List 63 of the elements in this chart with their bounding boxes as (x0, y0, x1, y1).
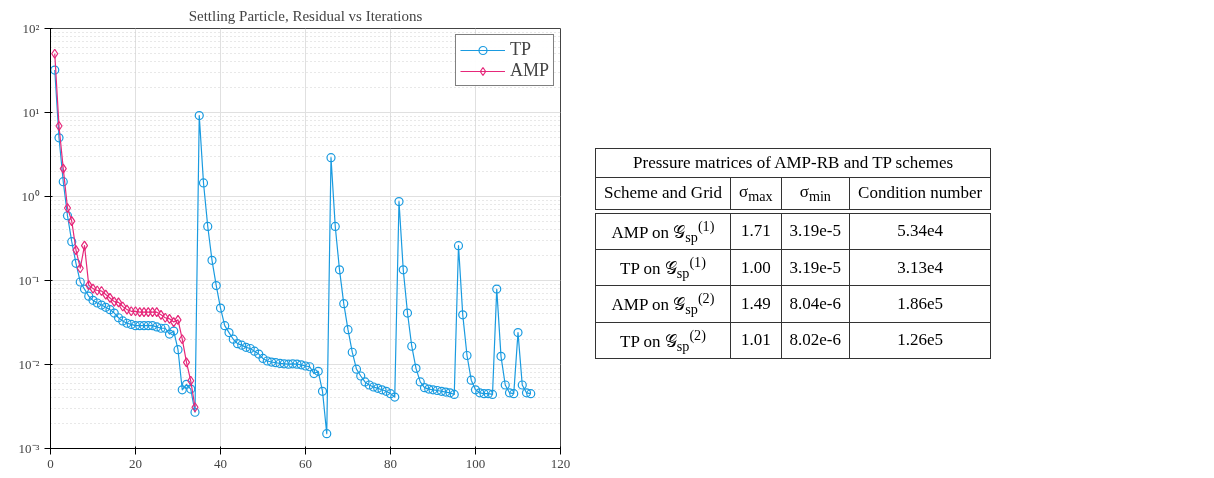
point (165, 313, 174, 324)
x-tick-label: 0 (47, 455, 54, 471)
x-tick-label: 20 (129, 455, 142, 471)
point (119, 301, 127, 312)
point (72, 245, 80, 256)
point (97, 285, 106, 297)
point (63, 202, 72, 214)
point (131, 306, 140, 317)
category-label: Condition number (849, 177, 991, 210)
y-tick-label: 10⁰ (21, 189, 40, 204)
point (153, 307, 161, 318)
text: 1.49 (730, 285, 782, 323)
legend-label: AMP (509, 60, 549, 81)
text: 3.13e4 (849, 249, 991, 286)
x-tick-label: 40 (214, 455, 227, 471)
point (178, 334, 186, 345)
text: 3.19e-5 (781, 249, 850, 286)
point (174, 314, 182, 325)
point (123, 304, 131, 315)
point (187, 375, 195, 386)
point (110, 296, 118, 307)
text: 1.01 (730, 322, 782, 359)
point (85, 280, 93, 291)
point (136, 307, 144, 318)
x-tick-label: 80 (384, 455, 397, 471)
x-tick-label: 100 (465, 455, 486, 471)
point (182, 357, 191, 368)
category-label: σ$_{min}$ (781, 177, 850, 210)
x-tick-label: 60 (299, 455, 312, 471)
chart-title: Settling Particle, Residual vs Iterations (188, 7, 423, 24)
text: 3.19e-5 (781, 213, 850, 250)
y-tick-label: 10⁻¹ (18, 273, 40, 288)
point (127, 306, 135, 317)
point (102, 289, 110, 300)
y-tick-label: 10⁻³ (18, 441, 40, 456)
point (140, 307, 148, 318)
point (114, 297, 123, 308)
text: 8.04e-6 (781, 285, 850, 323)
category-label: σ$_{max}$ (730, 177, 782, 210)
text: 5.34e4 (849, 213, 991, 250)
text: Pressure matrices of AMP-RB and TP schemes (595, 148, 991, 178)
point (144, 307, 152, 318)
legend-label: TP (509, 39, 531, 60)
x-tick-label: 120 (550, 455, 571, 471)
text: 1.71 (730, 213, 782, 250)
point (80, 240, 89, 251)
point (161, 312, 169, 323)
y-tick-label: 10⁻² (18, 357, 40, 372)
text: 1.26e5 (849, 322, 991, 359)
text: 8.02e-6 (781, 322, 850, 359)
point (59, 163, 67, 174)
y-tick-label: 10¹ (22, 105, 40, 120)
point (51, 48, 59, 59)
text: 1.86e5 (849, 285, 991, 323)
text: 1.00 (730, 249, 782, 286)
category-label: Scheme and Grid (595, 177, 731, 210)
point (157, 309, 165, 320)
point (148, 307, 157, 318)
point (191, 402, 199, 413)
y-tick-label: 10² (22, 21, 40, 36)
point (76, 263, 84, 274)
point (93, 285, 101, 296)
point (89, 283, 97, 294)
